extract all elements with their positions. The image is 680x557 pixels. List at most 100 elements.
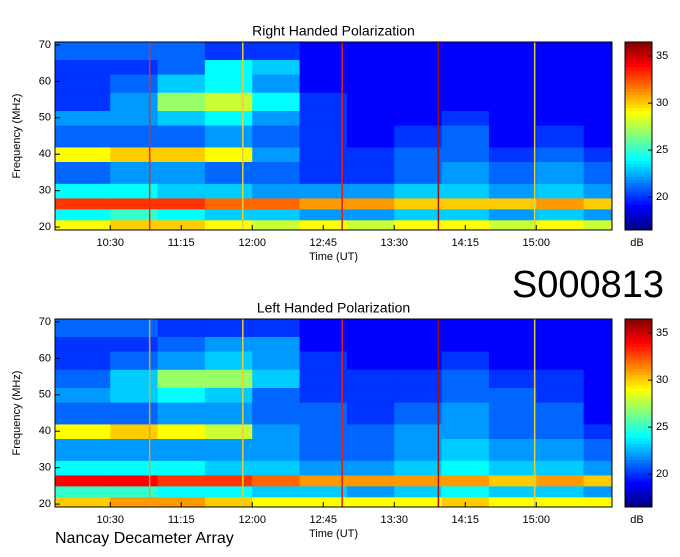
colorbar-segment (625, 369, 652, 373)
cell (55, 423, 111, 440)
cell (536, 351, 585, 370)
cell (536, 387, 585, 403)
colorbar-segment (625, 211, 652, 215)
colorbar-segment (625, 475, 652, 480)
cell (346, 74, 395, 93)
cell (204, 59, 253, 75)
cell (394, 336, 443, 352)
colorbar-segment (625, 148, 652, 153)
colorbar-segment (625, 198, 652, 203)
colorbar-segment (625, 453, 652, 458)
x-tick-label: 12:45 (309, 514, 337, 526)
cell (157, 183, 206, 199)
cell (157, 351, 206, 370)
cell (55, 183, 111, 199)
cell (252, 387, 301, 403)
colorbar-label: dB (630, 514, 643, 526)
cell (252, 496, 301, 508)
colorbar-segment (625, 195, 652, 200)
cell (204, 219, 253, 231)
cell (299, 110, 348, 126)
cell (583, 460, 613, 476)
cell (157, 319, 206, 337)
colorbar-segment (625, 117, 652, 121)
cell (583, 351, 613, 370)
cell (488, 92, 537, 111)
colorbar-segment (625, 110, 652, 115)
x-tick-label: 15:00 (522, 237, 550, 249)
cell (583, 423, 613, 440)
cell (488, 74, 537, 93)
colorbar-segment (625, 95, 652, 99)
colorbar-segment (625, 416, 652, 420)
cell (204, 351, 253, 370)
cell (583, 219, 613, 231)
colorbar-segment (625, 214, 652, 218)
x-axis-label: Time (UT) (309, 251, 358, 263)
cell (394, 219, 443, 231)
cell (55, 485, 111, 498)
cell (441, 74, 490, 93)
cell (157, 74, 206, 93)
cell (346, 387, 395, 403)
colorbar-segment (625, 340, 652, 345)
cell (55, 59, 111, 75)
colorbar-segment (625, 391, 652, 395)
cell (110, 42, 159, 60)
cell (394, 369, 443, 388)
cell (346, 208, 395, 221)
y-axis-label: Frequency (MHz) (11, 94, 23, 179)
colorbar-segment (625, 126, 652, 131)
cell (204, 474, 253, 487)
x-tick-label: 10:30 (96, 237, 124, 249)
cell (488, 496, 537, 508)
cell (204, 125, 253, 148)
cell (488, 336, 537, 352)
cell (204, 92, 253, 111)
colorbar-segment (625, 503, 652, 508)
colorbar-segment (625, 463, 652, 467)
x-axis-label: Time (UT) (309, 528, 358, 540)
cell (55, 92, 111, 111)
cell (110, 336, 159, 352)
x-tick-label: 15:00 (522, 514, 550, 526)
colorbar-tick-label: 25 (656, 144, 668, 156)
cell (583, 496, 613, 508)
cell (157, 336, 206, 352)
colorbar-segment (625, 444, 652, 448)
colorbar-segment (625, 176, 652, 181)
colorbar-segment (625, 394, 652, 398)
cell (110, 110, 159, 126)
x-tick-label: 10:30 (96, 514, 124, 526)
cell (299, 351, 348, 370)
cell (441, 197, 490, 210)
cell (204, 146, 253, 163)
colorbar-segment (625, 456, 652, 461)
cell (346, 146, 395, 163)
cell (488, 474, 537, 487)
cell (252, 351, 301, 370)
colorbar-segment (625, 101, 652, 106)
cell (488, 319, 537, 337)
cell (299, 208, 348, 221)
colorbar-segment (625, 366, 652, 370)
colorbar-segment (625, 151, 652, 156)
colorbar-segment (625, 139, 652, 143)
cell (299, 460, 348, 476)
cell (346, 125, 395, 148)
cell (55, 351, 111, 370)
cell (536, 474, 585, 487)
cell (55, 161, 111, 184)
cell (157, 474, 206, 487)
colorbar-segment (625, 353, 652, 358)
y-axis-label: Frequency (MHz) (11, 371, 23, 456)
cell (583, 319, 613, 337)
cell (204, 161, 253, 184)
colorbar-segment (625, 497, 652, 502)
cell (204, 496, 253, 508)
cell (394, 460, 443, 476)
colorbar-segment (625, 92, 652, 96)
cell (441, 351, 490, 370)
colorbar-segment (625, 403, 652, 408)
cell (55, 474, 111, 487)
